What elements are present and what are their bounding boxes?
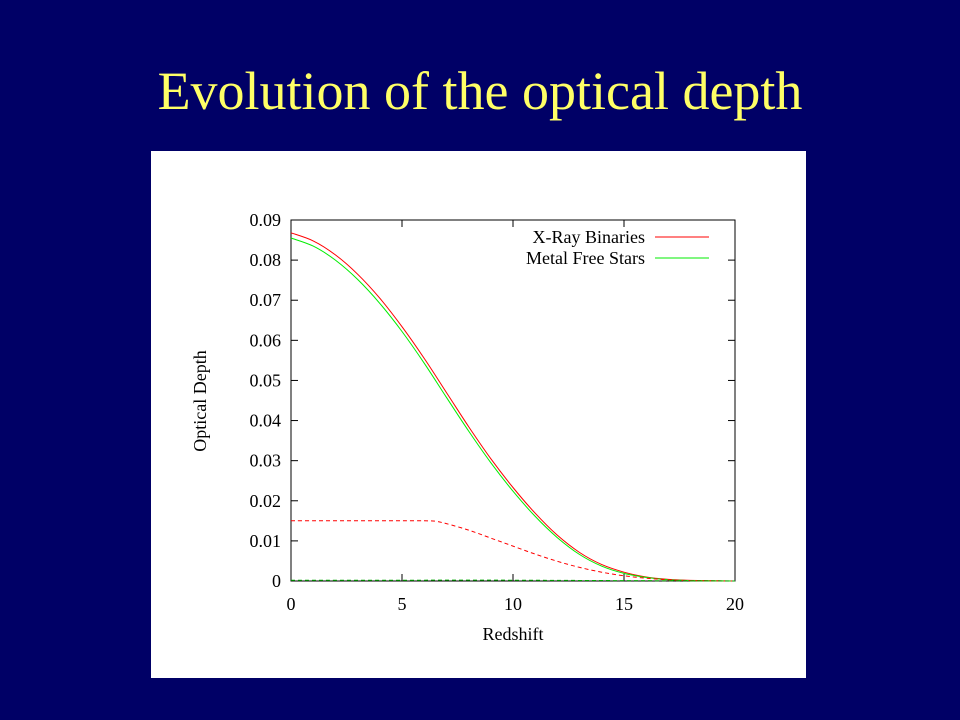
y-tick-label: 0.02: [250, 491, 282, 511]
y-tick-label: 0: [272, 571, 281, 591]
y-tick-label: 0.06: [250, 330, 282, 350]
y-tick-label: 0.01: [250, 531, 282, 551]
plot-panel: 0 5 10 15 20 0 0.01 0.02 0.03 0.04 0.05 0.06 0.07 0.0…: [151, 151, 806, 678]
series-lines: [290, 232, 736, 582]
y-tick-label: 0.09: [250, 210, 282, 230]
series-line-4: [291, 579, 736, 582]
y-tick-label: 0.05: [250, 370, 282, 390]
x-tick-label: 15: [615, 594, 633, 614]
axis-ticks: 0 5 10 15 20 0 0.01 0.02 0.03 0.04 0.05 0.06 0.07 0.0…: [250, 210, 745, 614]
series-line-2: [290, 237, 736, 582]
series-line-3: [290, 520, 736, 582]
y-tick-label: 0.03: [250, 451, 282, 471]
x-axis-label: Redshift: [483, 624, 544, 644]
slide-title: Evolution of the optical depth: [157, 61, 803, 121]
x-tick-label: 10: [504, 594, 522, 614]
legend-label: Metal Free Stars: [526, 248, 645, 268]
x-tick-label: 5: [398, 594, 407, 614]
optical-depth-chart: 0 5 10 15 20 0 0.01 0.02 0.03 0.04 0.05 0.06 0.07 0.0…: [190, 210, 745, 644]
x-tick-label: 20: [726, 594, 744, 614]
series-line-1: [290, 232, 736, 582]
legend-label: X-Ray Binaries: [533, 227, 645, 247]
y-tick-label: 0.08: [250, 250, 282, 270]
y-axis-label: Optical Depth: [190, 350, 210, 451]
x-tick-label: 0: [287, 594, 296, 614]
y-tick-label: 0.04: [250, 411, 282, 431]
y-tick-label: 0.07: [250, 290, 282, 310]
